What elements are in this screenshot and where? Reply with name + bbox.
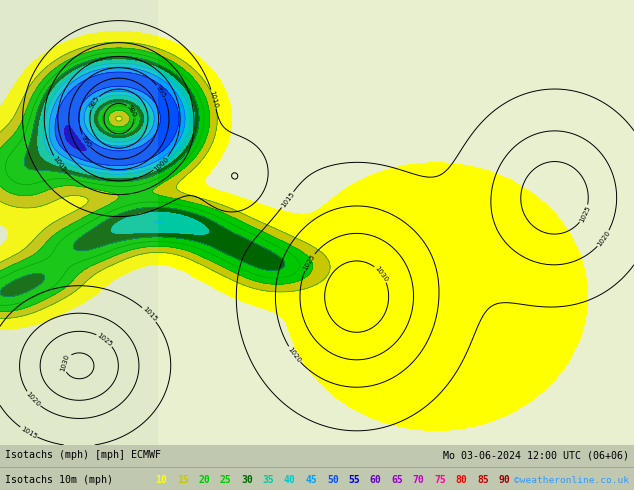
Text: 980: 980 [126, 104, 138, 119]
Text: 1010: 1010 [209, 90, 219, 109]
Text: 1025: 1025 [578, 204, 591, 223]
Text: Isotachs (mph) [mph] ECMWF: Isotachs (mph) [mph] ECMWF [5, 450, 161, 460]
Text: Mo 03-06-2024 12:00 UTC (06+06): Mo 03-06-2024 12:00 UTC (06+06) [443, 450, 629, 460]
Text: 60: 60 [370, 475, 382, 485]
Text: 1005: 1005 [51, 155, 67, 173]
Text: 25: 25 [219, 475, 231, 485]
Text: 50: 50 [327, 475, 339, 485]
Text: 55: 55 [348, 475, 360, 485]
Text: 1020: 1020 [25, 391, 41, 408]
Text: 45: 45 [306, 475, 317, 485]
Text: 1025: 1025 [96, 332, 113, 347]
Text: 1025: 1025 [302, 253, 316, 271]
Text: 20: 20 [198, 475, 210, 485]
Text: 1000: 1000 [152, 155, 170, 172]
Text: 90: 90 [498, 475, 510, 485]
Text: Isotachs 10m (mph): Isotachs 10m (mph) [5, 475, 113, 485]
Text: 1015: 1015 [141, 306, 158, 323]
Text: 35: 35 [262, 475, 275, 485]
Text: 1020: 1020 [596, 230, 611, 247]
Text: 65: 65 [391, 475, 403, 485]
Text: 30: 30 [241, 475, 253, 485]
Text: 1015: 1015 [280, 191, 295, 209]
Text: 995: 995 [155, 84, 167, 98]
Text: 1030: 1030 [373, 265, 389, 283]
Text: 985: 985 [88, 96, 101, 110]
Text: 990: 990 [80, 134, 92, 148]
Text: 10: 10 [155, 475, 167, 485]
Text: 40: 40 [284, 475, 295, 485]
Text: 75: 75 [434, 475, 446, 485]
Text: 80: 80 [456, 475, 467, 485]
Text: ©weatheronline.co.uk: ©weatheronline.co.uk [514, 476, 629, 485]
Text: 1020: 1020 [287, 345, 302, 364]
Text: 70: 70 [413, 475, 424, 485]
Text: 1015: 1015 [20, 425, 38, 440]
Text: 85: 85 [477, 475, 489, 485]
Text: 15: 15 [177, 475, 188, 485]
Text: 1030: 1030 [60, 353, 70, 372]
